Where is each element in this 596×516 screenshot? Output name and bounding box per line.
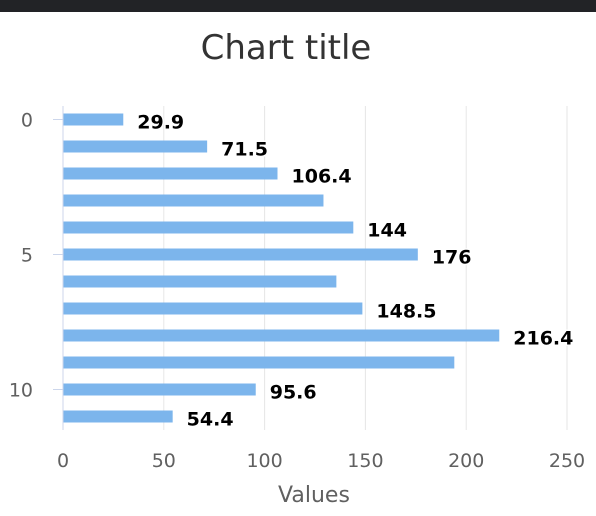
bar xyxy=(63,275,337,288)
bar xyxy=(63,410,173,423)
value-tick-label: 250 xyxy=(549,450,585,472)
bar xyxy=(63,113,124,126)
category-tick-label: 10 xyxy=(9,380,33,402)
bar xyxy=(63,140,208,153)
bar xyxy=(63,329,500,342)
chart-container: Chart title 0 5 10 0 50 100 150 200 250 29.9 71.… xyxy=(0,12,596,516)
value-ticks: 0 50 100 150 200 250 xyxy=(57,450,585,472)
x-axis-title: Values xyxy=(278,483,350,508)
data-label: 54.4 xyxy=(187,409,234,431)
data-label: 148.5 xyxy=(376,301,436,323)
bar xyxy=(63,302,363,315)
value-tick-label: 150 xyxy=(347,450,383,472)
bars xyxy=(63,113,500,423)
data-label: 29.9 xyxy=(137,112,184,134)
category-ticks: 0 5 10 xyxy=(9,110,63,402)
category-tick-label: 0 xyxy=(21,110,33,132)
bar xyxy=(63,248,418,261)
data-label: 216.4 xyxy=(513,328,573,350)
data-labels: 29.9 71.5 106.4 144 176 148.5 216.4 95.6 54.4 xyxy=(136,110,575,432)
value-tick-label: 100 xyxy=(246,450,282,472)
bar xyxy=(63,221,354,234)
bar-chart: Chart title 0 5 10 0 50 100 150 200 250 29.9 71.… xyxy=(9,28,585,508)
data-label: 95.6 xyxy=(270,382,317,404)
bar xyxy=(63,167,278,180)
chart-title: Chart title xyxy=(201,28,372,68)
data-label: 176 xyxy=(432,247,472,269)
window-top-bar xyxy=(0,0,596,12)
bar xyxy=(63,356,455,369)
value-tick-label: 200 xyxy=(448,450,484,472)
category-tick-label: 5 xyxy=(21,245,33,267)
data-label: 106.4 xyxy=(292,166,352,188)
bar xyxy=(63,194,324,207)
data-label: 71.5 xyxy=(221,139,268,161)
grid-lines xyxy=(163,106,568,430)
data-label: 144 xyxy=(367,220,407,242)
value-tick-label: 50 xyxy=(152,450,176,472)
value-tick-label: 0 xyxy=(57,450,69,472)
bar xyxy=(63,383,256,396)
